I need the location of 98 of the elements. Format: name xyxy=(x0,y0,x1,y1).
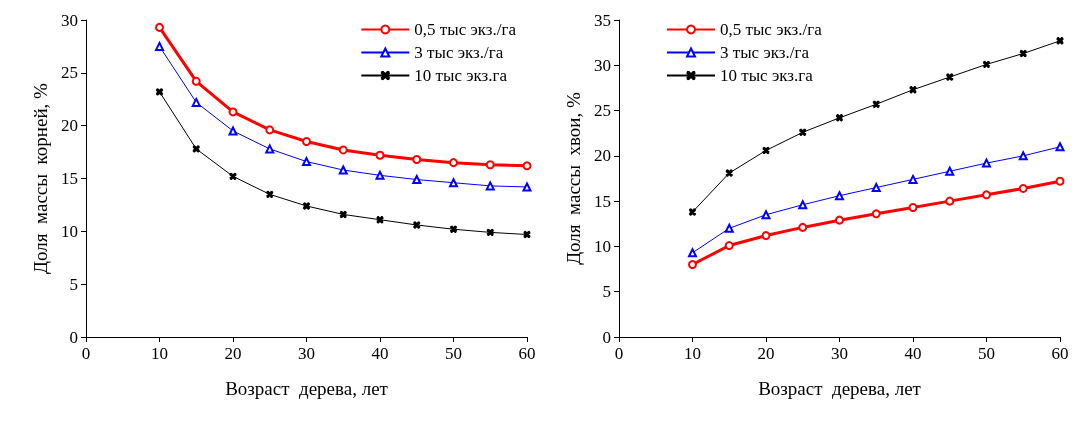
point xyxy=(449,225,458,234)
legend-label: 10 тыс экз.га xyxy=(720,66,814,85)
legend-label: 3 тыс экз./га xyxy=(414,43,504,62)
point xyxy=(449,178,458,188)
point xyxy=(302,201,311,210)
point xyxy=(688,248,697,258)
point xyxy=(1018,151,1028,161)
point xyxy=(376,215,384,224)
point xyxy=(265,190,274,199)
point xyxy=(302,137,311,147)
point xyxy=(228,107,238,117)
point xyxy=(945,166,955,176)
legend-label: 10 тыс экз.га xyxy=(414,66,508,85)
point xyxy=(522,182,532,192)
y-tick-label: 5 xyxy=(69,274,78,294)
x-tick-label: 20 xyxy=(757,344,775,363)
x-tick-label: 0 xyxy=(614,344,624,363)
point xyxy=(835,215,844,225)
x-tick-label: 20 xyxy=(224,344,242,363)
legend-label: 3 тыс экз./га xyxy=(720,43,810,62)
x-tick-label: 50 xyxy=(445,344,462,363)
y-tick-label: 15 xyxy=(61,169,78,188)
point xyxy=(155,41,164,51)
point xyxy=(265,144,275,154)
point xyxy=(228,126,238,136)
point xyxy=(155,22,164,32)
x-tick-label: 40 xyxy=(904,344,922,363)
point xyxy=(485,181,495,191)
point xyxy=(522,161,532,171)
y-axis-title: Доля массы корней, % xyxy=(30,82,51,274)
point xyxy=(485,160,495,170)
point xyxy=(412,154,422,164)
x-axis-title: Возраст дерева, лет xyxy=(758,378,922,399)
point xyxy=(191,97,201,107)
y-tick-label: 30 xyxy=(594,55,611,75)
point xyxy=(375,150,385,160)
point xyxy=(412,220,421,229)
point xyxy=(338,145,348,155)
point xyxy=(798,222,808,232)
x-tick-label: 30 xyxy=(298,344,315,363)
y-tick-label: 35 xyxy=(594,10,611,30)
point xyxy=(265,125,275,135)
point xyxy=(229,172,237,181)
x-tick-label: 50 xyxy=(978,344,995,363)
y-tick-label: 30 xyxy=(61,10,78,30)
point xyxy=(724,241,734,251)
point xyxy=(375,170,385,180)
point xyxy=(908,202,918,212)
point xyxy=(761,210,771,220)
point xyxy=(835,113,844,122)
point xyxy=(1055,142,1065,152)
point xyxy=(798,200,808,210)
point xyxy=(762,146,770,155)
point xyxy=(338,165,348,175)
legend-label: 0,5 тыс экз./га xyxy=(720,20,823,39)
point xyxy=(835,191,844,201)
y-tick-label: 10 xyxy=(594,236,611,256)
y-tick-label: 20 xyxy=(594,146,611,166)
point xyxy=(339,210,348,219)
point xyxy=(945,196,955,206)
x-tick-label: 10 xyxy=(151,344,168,363)
point xyxy=(761,231,771,241)
y-tick-label: 15 xyxy=(594,191,611,211)
point xyxy=(945,73,954,82)
y-tick-label: 5 xyxy=(602,282,611,302)
point xyxy=(909,85,917,94)
point xyxy=(486,228,495,237)
y-tick-label: 0 xyxy=(69,327,78,347)
x-tick-label: 30 xyxy=(831,344,848,363)
x-tick-label: 60 xyxy=(1051,344,1069,363)
x-tick-label: 0 xyxy=(81,344,91,363)
point xyxy=(725,169,734,178)
y-tick-label: 20 xyxy=(61,116,78,136)
y-axis-title: Доля массы хвои, % xyxy=(563,91,584,265)
x-tick-label: 40 xyxy=(371,344,389,363)
point xyxy=(724,223,734,233)
y-tick-label: 10 xyxy=(61,221,78,241)
point xyxy=(798,128,807,137)
point xyxy=(688,260,697,270)
point xyxy=(982,190,991,200)
x-axis-title: Возраст дерева, лет xyxy=(225,378,389,399)
y-tick-label: 0 xyxy=(602,327,611,347)
point xyxy=(449,158,458,168)
point xyxy=(908,174,918,184)
point xyxy=(191,76,201,86)
point xyxy=(982,158,991,168)
point xyxy=(982,60,991,69)
point xyxy=(192,144,201,153)
point xyxy=(872,100,881,109)
y-tick-label: 25 xyxy=(61,63,78,83)
x-tick-label: 60 xyxy=(518,344,536,363)
point xyxy=(871,209,881,219)
point xyxy=(1019,49,1028,58)
point xyxy=(1055,176,1065,186)
y-tick-label: 25 xyxy=(594,101,611,121)
x-tick-label: 10 xyxy=(684,344,701,363)
point xyxy=(1018,183,1028,193)
legend-label: 0,5 тыс экз./га xyxy=(414,20,517,39)
